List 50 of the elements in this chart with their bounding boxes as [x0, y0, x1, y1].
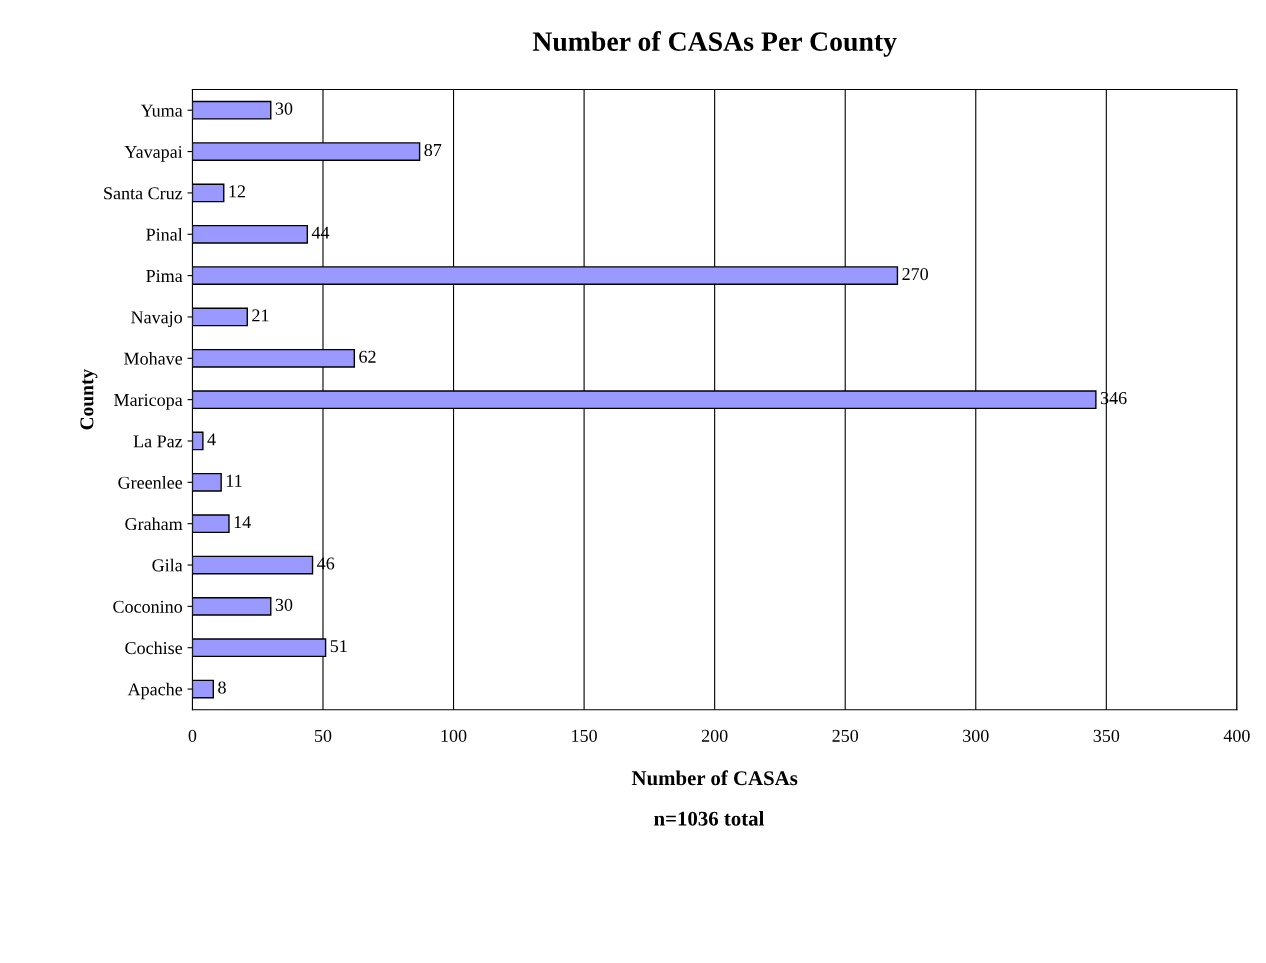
bar [192, 307, 248, 327]
y-tick-label: Gila [152, 558, 183, 572]
y-tick-label: Pima [146, 269, 183, 283]
bar [192, 431, 204, 451]
data-label: 8 [218, 681, 226, 694]
y-tick-label: Cochise [125, 641, 183, 655]
y-tick-label: Apache [127, 682, 183, 700]
y-tick-label: Yuma [140, 104, 183, 117]
y-tick-label: Pinal [146, 228, 183, 241]
y-tick-label: Santa Cruz [104, 187, 183, 200]
bar [192, 224, 309, 244]
bar [192, 555, 314, 575]
data-label: 51 [330, 640, 347, 653]
y-tick-label: Greenlee [118, 476, 183, 489]
bar [192, 472, 222, 492]
bar [192, 514, 230, 534]
y-tick-label: Coconino [113, 600, 183, 613]
y-tick-label: Yavapai [124, 145, 183, 162]
bar [192, 596, 272, 616]
bar [192, 100, 272, 120]
data-label: 21 [252, 309, 269, 322]
x-tick-label: 0 [188, 729, 197, 742]
text: n=1036 total [654, 811, 765, 826]
data-label: 270 [902, 267, 928, 281]
y-tick-label: Mohave [124, 352, 183, 365]
data-label: 87 [424, 143, 442, 157]
x-tick-label: 100 [441, 729, 467, 742]
bar [192, 679, 215, 699]
x-axis-title: Number of CASAs [631, 770, 798, 786]
data-label: 12 [229, 185, 245, 198]
chart-title: Number of CASAs Per County [532, 31, 897, 57]
data-label: 14 [234, 516, 251, 529]
y-tick-label: La Paz [133, 435, 183, 448]
y-tick-label: Maricopa [114, 393, 183, 410]
bar [192, 183, 225, 203]
x-tick-label: 350 [1093, 729, 1120, 742]
x-tick-label: 300 [963, 729, 989, 742]
y-tick-label: Navajo [131, 311, 183, 328]
y-tick-label: Graham [125, 517, 183, 531]
x-tick-label: 400 [1223, 729, 1250, 742]
data-label: 30 [275, 102, 293, 115]
x-tick-label: 200 [701, 729, 728, 742]
data-label: 30 [275, 598, 293, 611]
y-axis-title: County [80, 369, 98, 430]
data-label: 4 [207, 433, 216, 446]
x-tick-label: 250 [832, 729, 859, 742]
data-label: 11 [226, 474, 242, 487]
x-tick-label: 150 [572, 729, 597, 742]
data-label: 62 [359, 350, 376, 363]
x-tick-label: 50 [315, 729, 332, 742]
